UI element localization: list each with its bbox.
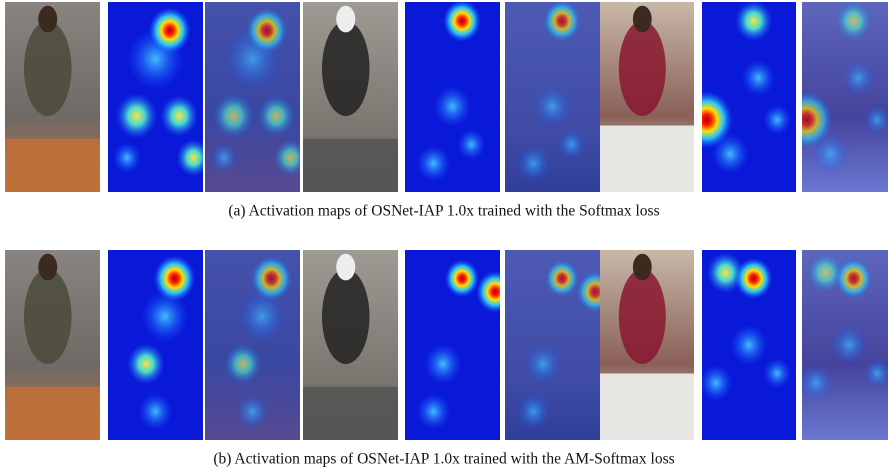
heat-blob — [434, 86, 472, 128]
heat-blob — [735, 0, 773, 41]
heat-blob — [210, 142, 239, 173]
heat-blob — [443, 0, 481, 42]
heat-blob — [273, 139, 307, 177]
heat-blob — [138, 393, 172, 431]
heat-blob — [224, 343, 262, 385]
car — [5, 387, 100, 440]
heat-blob — [741, 59, 775, 96]
heat-blob — [763, 104, 791, 135]
car — [303, 139, 398, 192]
car — [600, 374, 694, 441]
heat-blob — [534, 86, 572, 128]
heat-blob — [730, 324, 768, 365]
caption: (a) Activation maps of OSNet-IAP 1.0x tr… — [228, 203, 659, 220]
heat-blob — [416, 145, 450, 183]
heat-blob — [835, 258, 873, 299]
heat-blob — [445, 260, 479, 298]
person — [619, 21, 666, 116]
head — [633, 6, 652, 33]
heat-blob — [416, 393, 450, 431]
head — [336, 6, 355, 33]
heat-blob — [516, 393, 550, 431]
car — [303, 387, 398, 440]
heat-blob — [235, 393, 269, 431]
heat-blob — [257, 95, 295, 137]
person — [24, 269, 72, 364]
car — [600, 126, 694, 193]
person — [619, 269, 666, 364]
heat-blob — [160, 95, 198, 137]
heat-blob — [524, 343, 562, 385]
car — [5, 139, 100, 192]
heat-blob — [545, 260, 579, 298]
person — [322, 21, 370, 116]
heat-blob — [557, 129, 586, 160]
heat-blob — [113, 142, 142, 173]
heat-blob — [116, 93, 158, 139]
heat-blob — [149, 8, 191, 54]
heat-blob — [246, 8, 288, 54]
head — [38, 254, 57, 281]
figure: (a) Activation maps of OSNet-IAP 1.0x tr… — [0, 0, 888, 474]
heat-blob — [127, 343, 165, 385]
heat-blob — [457, 129, 486, 160]
person — [24, 21, 72, 116]
heat-blob — [424, 343, 462, 385]
heat-blob — [830, 324, 868, 365]
heat-blob — [735, 258, 773, 299]
head — [336, 254, 355, 281]
heat-blob — [516, 145, 550, 183]
heat-blob — [763, 358, 791, 389]
head — [38, 6, 57, 33]
head — [633, 254, 652, 281]
heat-blob — [154, 256, 196, 302]
heat-blob — [835, 0, 873, 41]
person — [322, 269, 370, 364]
heat-blob — [699, 364, 733, 401]
caption: (b) Activation maps of OSNet-IAP 1.0x tr… — [213, 451, 674, 468]
heat-blob — [213, 93, 255, 139]
heat-blob — [799, 364, 833, 401]
heat-blob — [251, 256, 293, 302]
heat-blob — [543, 0, 581, 42]
heat-blob — [841, 59, 875, 96]
